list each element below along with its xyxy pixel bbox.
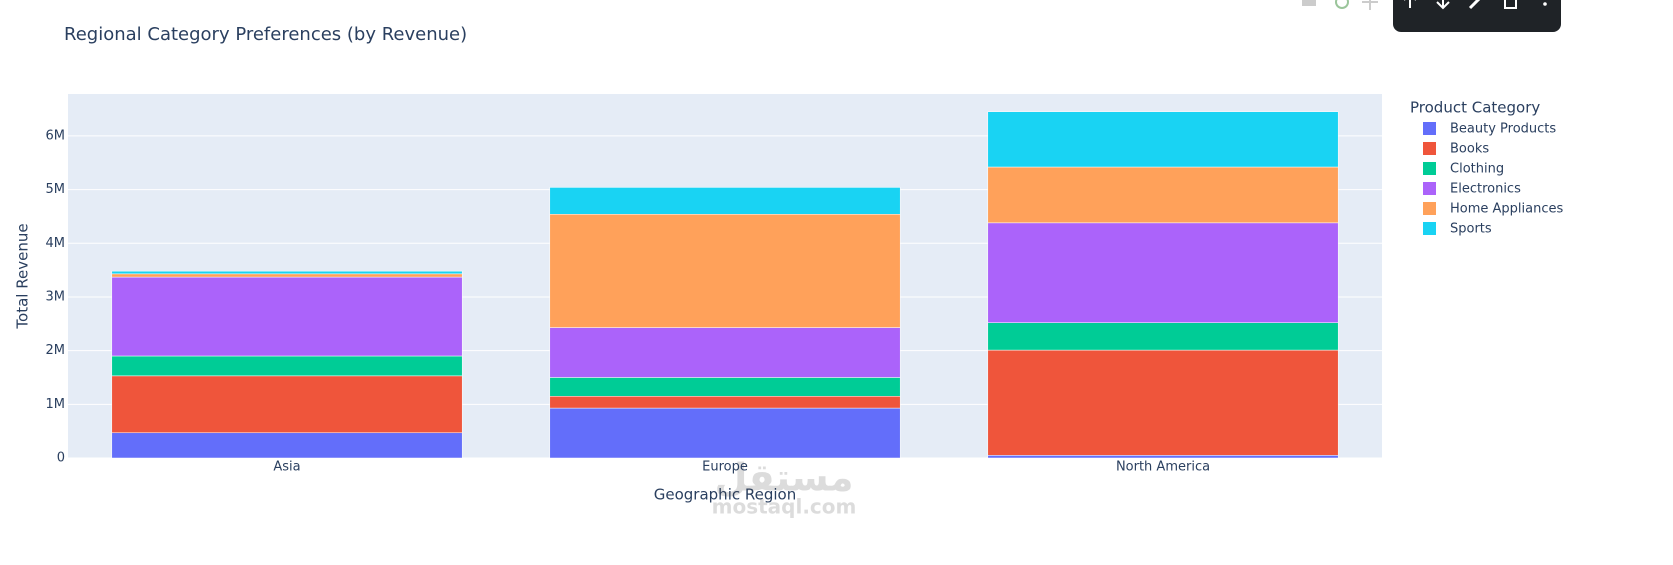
watermark: مستقل mostaql.com [712, 456, 857, 519]
more-button[interactable] [1543, 2, 1547, 6]
bar-segment [987, 166, 1339, 224]
bar-segment [549, 214, 901, 328]
bar-segment [549, 407, 901, 459]
bar-segment [111, 276, 463, 357]
bar-segment [549, 187, 901, 215]
camera-button[interactable] [1302, 0, 1316, 6]
x-tick-label: North America [1116, 460, 1210, 475]
bar-segment [987, 455, 1339, 459]
edit-button[interactable] [1468, 0, 1482, 10]
legend-swatch [1423, 122, 1436, 135]
modebar [1302, 0, 1561, 32]
x-tick-label: Asia [273, 460, 300, 475]
legend-label: Books [1450, 142, 1489, 157]
bar-segment [549, 377, 901, 397]
watermark-arabic: مستقل [715, 456, 854, 500]
toolbar [1393, 0, 1561, 32]
zoom-button[interactable] [1335, 0, 1349, 9]
chart-title: Regional Category Preferences (by Revenu… [64, 24, 467, 45]
bar-segment [987, 322, 1339, 351]
legend-label: Sports [1450, 222, 1492, 237]
x-tick-label: Europe [702, 460, 748, 475]
y-tick-label: 1M [46, 397, 66, 412]
bar-segment [987, 111, 1339, 168]
y-tick-label: 6M [46, 128, 66, 143]
legend-label: Clothing [1450, 162, 1504, 177]
legend-label: Home Appliances [1450, 202, 1563, 217]
y-tick-label: 2M [46, 343, 66, 358]
bar-segment [987, 222, 1339, 323]
y-tick-label: 3M [46, 289, 66, 304]
bar-segment [111, 270, 463, 275]
legend-swatch [1423, 162, 1436, 175]
y-axis-title: Total Revenue [14, 223, 32, 329]
y-tick-label: 4M [46, 236, 66, 251]
legend-title: Product Category [1410, 99, 1540, 117]
legend-label: Electronics [1450, 182, 1521, 197]
legend-swatch [1423, 182, 1436, 195]
bar-segment [111, 273, 463, 278]
bar-segment [549, 396, 901, 409]
legend-swatch [1423, 222, 1436, 235]
delete-button[interactable] [1504, 0, 1517, 9]
pan-button[interactable] [1362, 0, 1378, 10]
up-button[interactable] [1404, 0, 1416, 8]
down-button[interactable] [1436, 0, 1450, 10]
y-tick-label: 5M [46, 182, 66, 197]
bar-segment [111, 432, 463, 459]
legend-label: Beauty Products [1450, 122, 1556, 137]
bar-segment [111, 355, 463, 377]
y-tick-label: 0 [57, 451, 65, 466]
bar-segment [987, 349, 1339, 456]
legend-swatch [1423, 142, 1436, 155]
x-axis-title: Geographic Region [654, 486, 796, 504]
watermark-latin: mostaql.com [712, 495, 857, 519]
bar-segment [549, 327, 901, 378]
bar-segment [111, 375, 463, 434]
legend-swatch [1423, 202, 1436, 215]
